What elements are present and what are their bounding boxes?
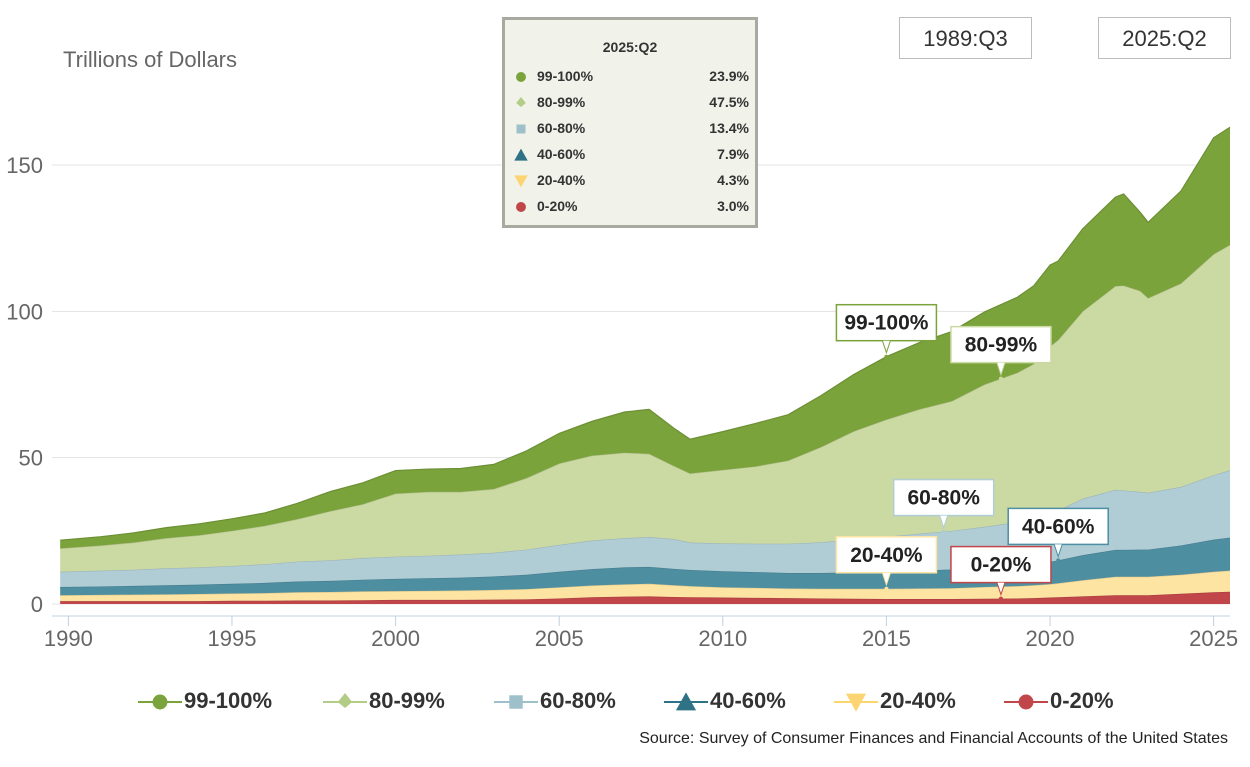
callout-0-20pct: 0-20% — [950, 545, 1052, 601]
legend-label: 20-40% — [880, 688, 956, 713]
y-axis: 0 50 100 150 — [6, 153, 43, 617]
callout-anchor — [884, 586, 889, 591]
legend-label: 80-99% — [369, 688, 445, 713]
y-tick-label: 100 — [6, 299, 43, 324]
tooltip-row-value: 4.3% — [717, 172, 749, 188]
area-40-60pct[interactable] — [60, 537, 1231, 596]
legend: 99-100% 80-99% 60-80% 40-60% 20-40% 0-20% — [0, 686, 1250, 718]
area-60-80pct[interactable] — [60, 470, 1231, 588]
legend-diamond-icon — [323, 693, 367, 708]
callout-anchor — [998, 376, 1003, 381]
callout-99-100pct: 99-100% — [835, 303, 938, 359]
callout-pointer — [1053, 544, 1063, 558]
tooltip-row: 99-100% 23.9% — [513, 68, 749, 88]
callout-pointer — [996, 582, 1006, 597]
tooltip: 2025:Q2 99-100% 23.9% 80-99% 47.5% 60-80% 13.… — [502, 17, 758, 228]
x-tick-label: 2000 — [371, 626, 420, 651]
callout-label: 40-60% — [1022, 515, 1095, 538]
tooltip-row-value: 13.4% — [709, 120, 749, 136]
callout-label: 0-20% — [971, 554, 1032, 577]
diamond-marker-icon — [516, 97, 526, 107]
callout-label: 20-40% — [850, 544, 923, 567]
tooltip-row: 20-40% 4.3% — [513, 172, 749, 192]
callout-anchor — [998, 596, 1003, 601]
legend-label: 60-80% — [540, 688, 616, 713]
x-tick-label: 2020 — [1026, 626, 1075, 651]
legend-label: 99-100% — [184, 688, 273, 713]
legend-label: 0-20% — [1050, 688, 1114, 713]
tooltip-row-label: 0-20% — [537, 198, 578, 214]
callout-box — [835, 536, 938, 574]
square-marker-icon — [516, 124, 526, 134]
callout-20-40pct: 20-40% — [835, 536, 938, 591]
tooltip-row-value: 47.5% — [709, 94, 749, 110]
legend-square-icon — [494, 695, 538, 709]
x-axis: 1990 1995 2000 2005 2010 2015 2020 2025 — [44, 615, 1238, 651]
x-tick-label: 2010 — [698, 626, 747, 651]
callout-box — [950, 545, 1052, 584]
source-note: Source: Survey of Consumer Finances and … — [639, 730, 1228, 747]
x-tick-label: 1990 — [44, 626, 93, 651]
triangle-down-marker-icon — [514, 175, 528, 188]
callout-40-60pct: 40-60% — [1007, 507, 1109, 563]
callout-pointer — [881, 572, 891, 587]
callout-box — [835, 303, 938, 342]
legend-label: 40-60% — [710, 688, 786, 713]
y-tick-label: 50 — [19, 446, 43, 471]
series-callouts: 99-100% 80-99% 60-80% 40-60% 20-40% 0-20% — [835, 303, 1109, 601]
legend-triangle-icon — [664, 692, 708, 711]
callout-pointer — [939, 515, 949, 530]
legend-triangle-down-icon — [834, 693, 878, 712]
callout-pointer — [996, 362, 1006, 377]
x-tick-label: 2015 — [862, 626, 911, 651]
callout-60-80pct: 60-80% — [892, 478, 995, 534]
tooltip-row: 80-99% 47.5% — [513, 94, 749, 114]
legend-circle-icon — [1004, 694, 1048, 710]
tooltip-row: 60-80% 13.4% — [513, 120, 749, 140]
tooltip-title: 2025:Q2 — [602, 39, 658, 55]
tooltip-row-value: 23.9% — [709, 68, 749, 84]
y-tick-label: 150 — [6, 153, 43, 178]
tooltip-row: 40-60% 7.9% — [513, 146, 749, 166]
tooltip-row-label: 40-60% — [537, 146, 586, 162]
legend-circle-icon — [138, 694, 182, 710]
y-tick-label: 0 — [31, 592, 43, 617]
circle-marker-icon — [516, 202, 526, 212]
callout-box — [892, 478, 995, 517]
tooltip-row-value: 7.9% — [717, 146, 749, 162]
x-tick-label: 2025 — [1189, 626, 1238, 651]
area-20-40pct[interactable] — [60, 570, 1231, 602]
range-end-button[interactable]: 2025:Q2 — [1098, 17, 1231, 59]
callout-anchor — [884, 354, 889, 359]
callout-label: 60-80% — [907, 487, 980, 510]
tooltip-row-label: 20-40% — [537, 172, 586, 188]
callout-pointer — [881, 340, 891, 355]
x-tick-label: 2005 — [535, 626, 584, 651]
callout-anchor — [941, 529, 946, 534]
area-edge-99-100pct — [60, 126, 1231, 541]
range-start-button[interactable]: 1989:Q3 — [899, 17, 1032, 59]
tooltip-row-label: 99-100% — [537, 68, 594, 84]
tooltip-row: 0-20% 3.0% — [513, 198, 749, 218]
callout-anchor — [1056, 558, 1061, 563]
tooltip-row-label: 80-99% — [537, 94, 586, 110]
tooltip-row-label: 60-80% — [537, 120, 586, 136]
x-tick-label: 1995 — [207, 626, 256, 651]
callout-label: 99-100% — [844, 312, 928, 335]
callout-80-99pct: 80-99% — [950, 325, 1052, 381]
y-axis-title: Trillions of Dollars — [63, 47, 237, 72]
circle-marker-icon — [516, 72, 526, 82]
triangle-marker-icon — [514, 148, 528, 161]
callout-label: 80-99% — [965, 334, 1038, 357]
area-0-20pct[interactable] — [60, 591, 1231, 604]
tooltip-row-value: 3.0% — [717, 198, 749, 214]
